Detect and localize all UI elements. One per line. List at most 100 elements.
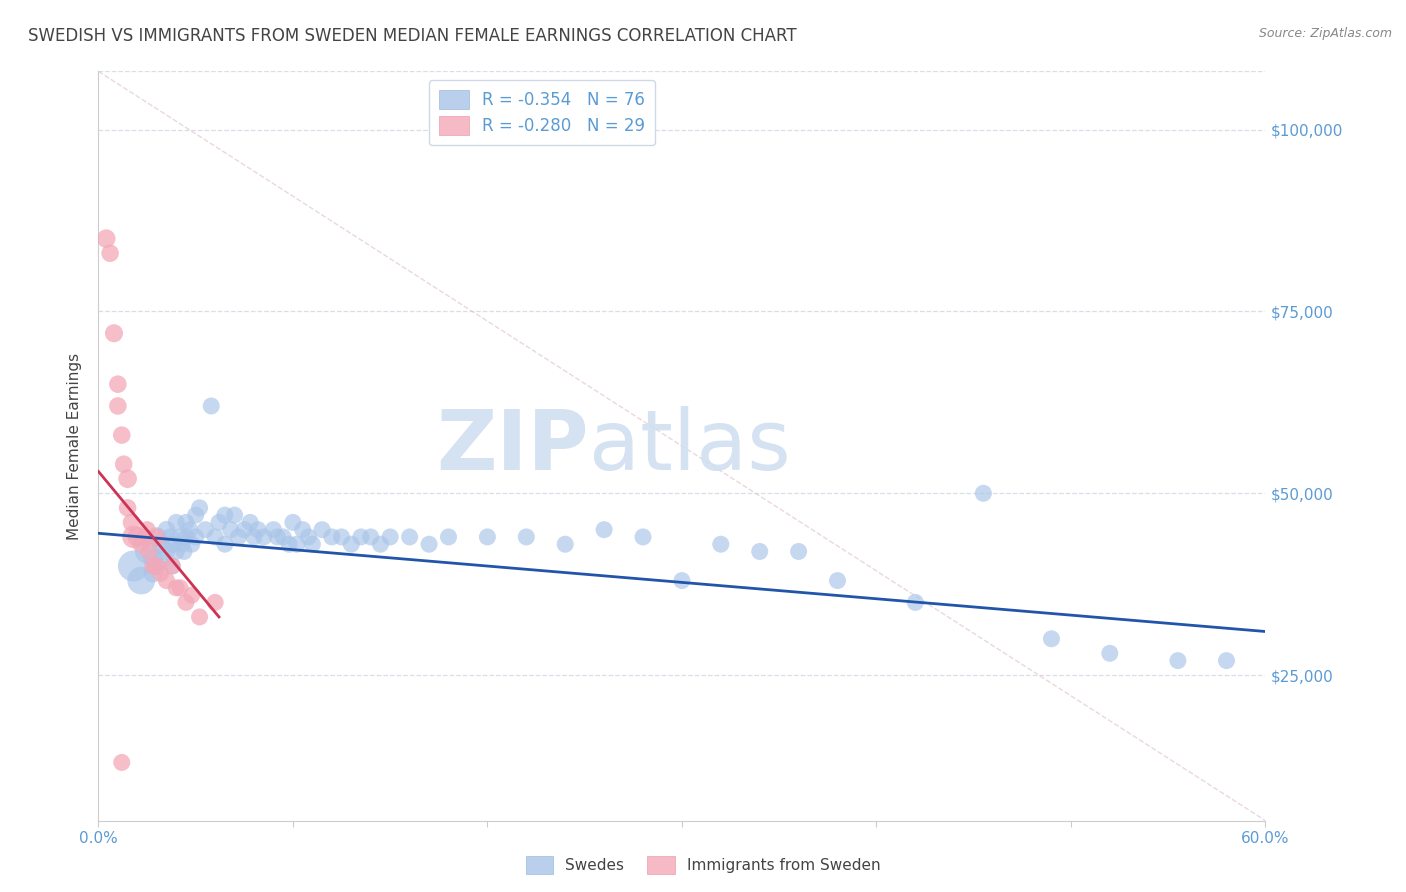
Point [297, 530, 319, 544]
Point [233, 523, 256, 537]
Point [311, 523, 333, 537]
Point [174, 595, 197, 609]
Point [214, 508, 236, 522]
Point [111, 756, 134, 770]
Point [437, 530, 460, 544]
Point [285, 537, 308, 551]
Point [360, 530, 382, 544]
Point [107, 377, 129, 392]
Point [228, 530, 250, 544]
Point [122, 530, 145, 544]
Text: atlas: atlas [589, 406, 790, 486]
Point [904, 595, 927, 609]
Point [165, 516, 187, 530]
Point [208, 516, 231, 530]
Point [1098, 646, 1121, 660]
Point [146, 530, 169, 544]
Point [204, 595, 226, 609]
Point [136, 544, 159, 558]
Point [188, 610, 211, 624]
Point [180, 588, 202, 602]
Point [159, 530, 181, 544]
Point [271, 530, 294, 544]
Point [631, 530, 654, 544]
Point [155, 544, 177, 558]
Point [301, 537, 323, 551]
Point [291, 523, 314, 537]
Point [155, 523, 177, 537]
Point [117, 500, 139, 515]
Point [142, 559, 165, 574]
Point [204, 530, 226, 544]
Point [214, 537, 236, 551]
Point [142, 566, 165, 581]
Point [127, 530, 149, 544]
Point [200, 399, 222, 413]
Point [103, 326, 125, 341]
Point [554, 537, 576, 551]
Point [169, 530, 191, 544]
Point [146, 530, 169, 544]
Point [122, 559, 145, 574]
Point [350, 530, 373, 544]
Point [281, 516, 304, 530]
Point [162, 537, 184, 551]
Point [138, 544, 160, 558]
Point [149, 537, 172, 551]
Point [149, 566, 172, 581]
Point [142, 551, 165, 566]
Point [111, 428, 134, 442]
Point [179, 523, 201, 537]
Point [243, 530, 266, 544]
Point [146, 559, 169, 574]
Point [330, 530, 353, 544]
Text: ZIP: ZIP [436, 406, 589, 486]
Point [184, 530, 207, 544]
Point [173, 544, 195, 558]
Point [593, 523, 616, 537]
Point [239, 516, 262, 530]
Point [380, 530, 402, 544]
Point [107, 399, 129, 413]
Point [321, 530, 343, 544]
Point [170, 537, 193, 551]
Point [121, 516, 143, 530]
Point [152, 551, 174, 566]
Point [1040, 632, 1063, 646]
Point [98, 246, 121, 260]
Point [1215, 654, 1237, 668]
Point [96, 232, 118, 246]
Point [278, 537, 301, 551]
Point [162, 559, 184, 574]
Point [710, 537, 733, 551]
Point [155, 574, 177, 588]
Point [477, 530, 499, 544]
Point [136, 523, 159, 537]
Point [748, 544, 770, 558]
Point [827, 574, 849, 588]
Point [266, 530, 288, 544]
Point [398, 530, 420, 544]
Point [219, 523, 242, 537]
Point [340, 537, 363, 551]
Point [253, 530, 276, 544]
Point [162, 559, 184, 574]
Point [972, 486, 994, 500]
Point [787, 544, 810, 558]
Point [129, 574, 152, 588]
Point [129, 537, 152, 551]
Point [224, 508, 246, 522]
Point [165, 581, 187, 595]
Point [370, 537, 392, 551]
Point [180, 537, 202, 551]
Point [165, 544, 187, 558]
Point [246, 523, 269, 537]
Point [671, 574, 693, 588]
Point [134, 530, 156, 544]
Point [174, 516, 197, 530]
Point [188, 500, 211, 515]
Point [169, 581, 191, 595]
Legend: Swedes, Immigrants from Sweden: Swedes, Immigrants from Sweden [519, 850, 887, 880]
Point [112, 457, 135, 471]
Text: Source: ZipAtlas.com: Source: ZipAtlas.com [1258, 27, 1392, 40]
